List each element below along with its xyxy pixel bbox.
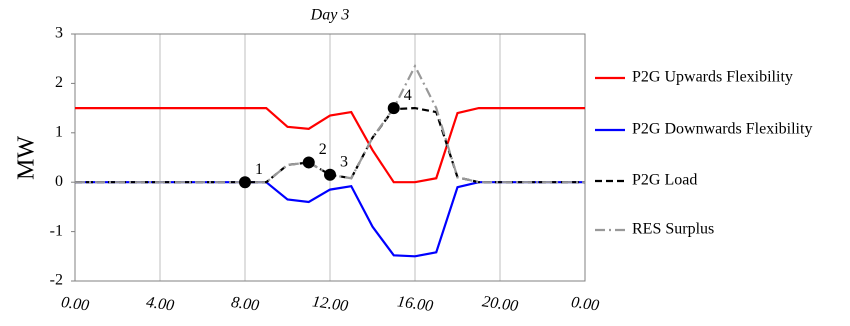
y-tick-label: 2 <box>55 74 63 91</box>
plot-border <box>74 33 586 282</box>
legend-label: P2G Load <box>632 172 697 189</box>
y-tick-label: -2 <box>50 272 63 289</box>
x-tick-label: 8.00 <box>230 294 260 315</box>
x-tick-label: 0.00 <box>60 294 90 315</box>
annotation-label: 1 <box>255 161 263 178</box>
legend-label: P2G Downwards Flexibility <box>632 121 812 138</box>
chart-title: Day 3 <box>310 7 350 24</box>
legend-label: P2G Upwards Flexibility <box>632 69 793 86</box>
x-tick-label: 0.00 <box>570 294 600 315</box>
annotation-label: 2 <box>319 141 327 158</box>
annotation-label: 4 <box>404 87 412 104</box>
annotation-marker <box>387 102 400 115</box>
x-tick-label: 20.00 <box>481 293 519 315</box>
legend-label: RES Surplus <box>632 221 714 238</box>
y-axis-label: MW <box>14 136 40 180</box>
annotation-marker <box>239 176 251 189</box>
y-tick-label: -1 <box>50 222 63 239</box>
annotation-marker <box>302 156 315 169</box>
y-tick-label: 3 <box>55 25 63 42</box>
annotation-label: 3 <box>340 153 348 170</box>
x-tick-label: 12.00 <box>311 293 349 315</box>
y-tick-label: 1 <box>55 123 63 140</box>
y-tick-label: 0 <box>55 173 63 190</box>
x-tick-label: 16.00 <box>396 293 434 315</box>
x-tick-label: 4.00 <box>145 294 175 315</box>
annotation-marker <box>324 168 336 181</box>
series-line <box>75 107 585 184</box>
